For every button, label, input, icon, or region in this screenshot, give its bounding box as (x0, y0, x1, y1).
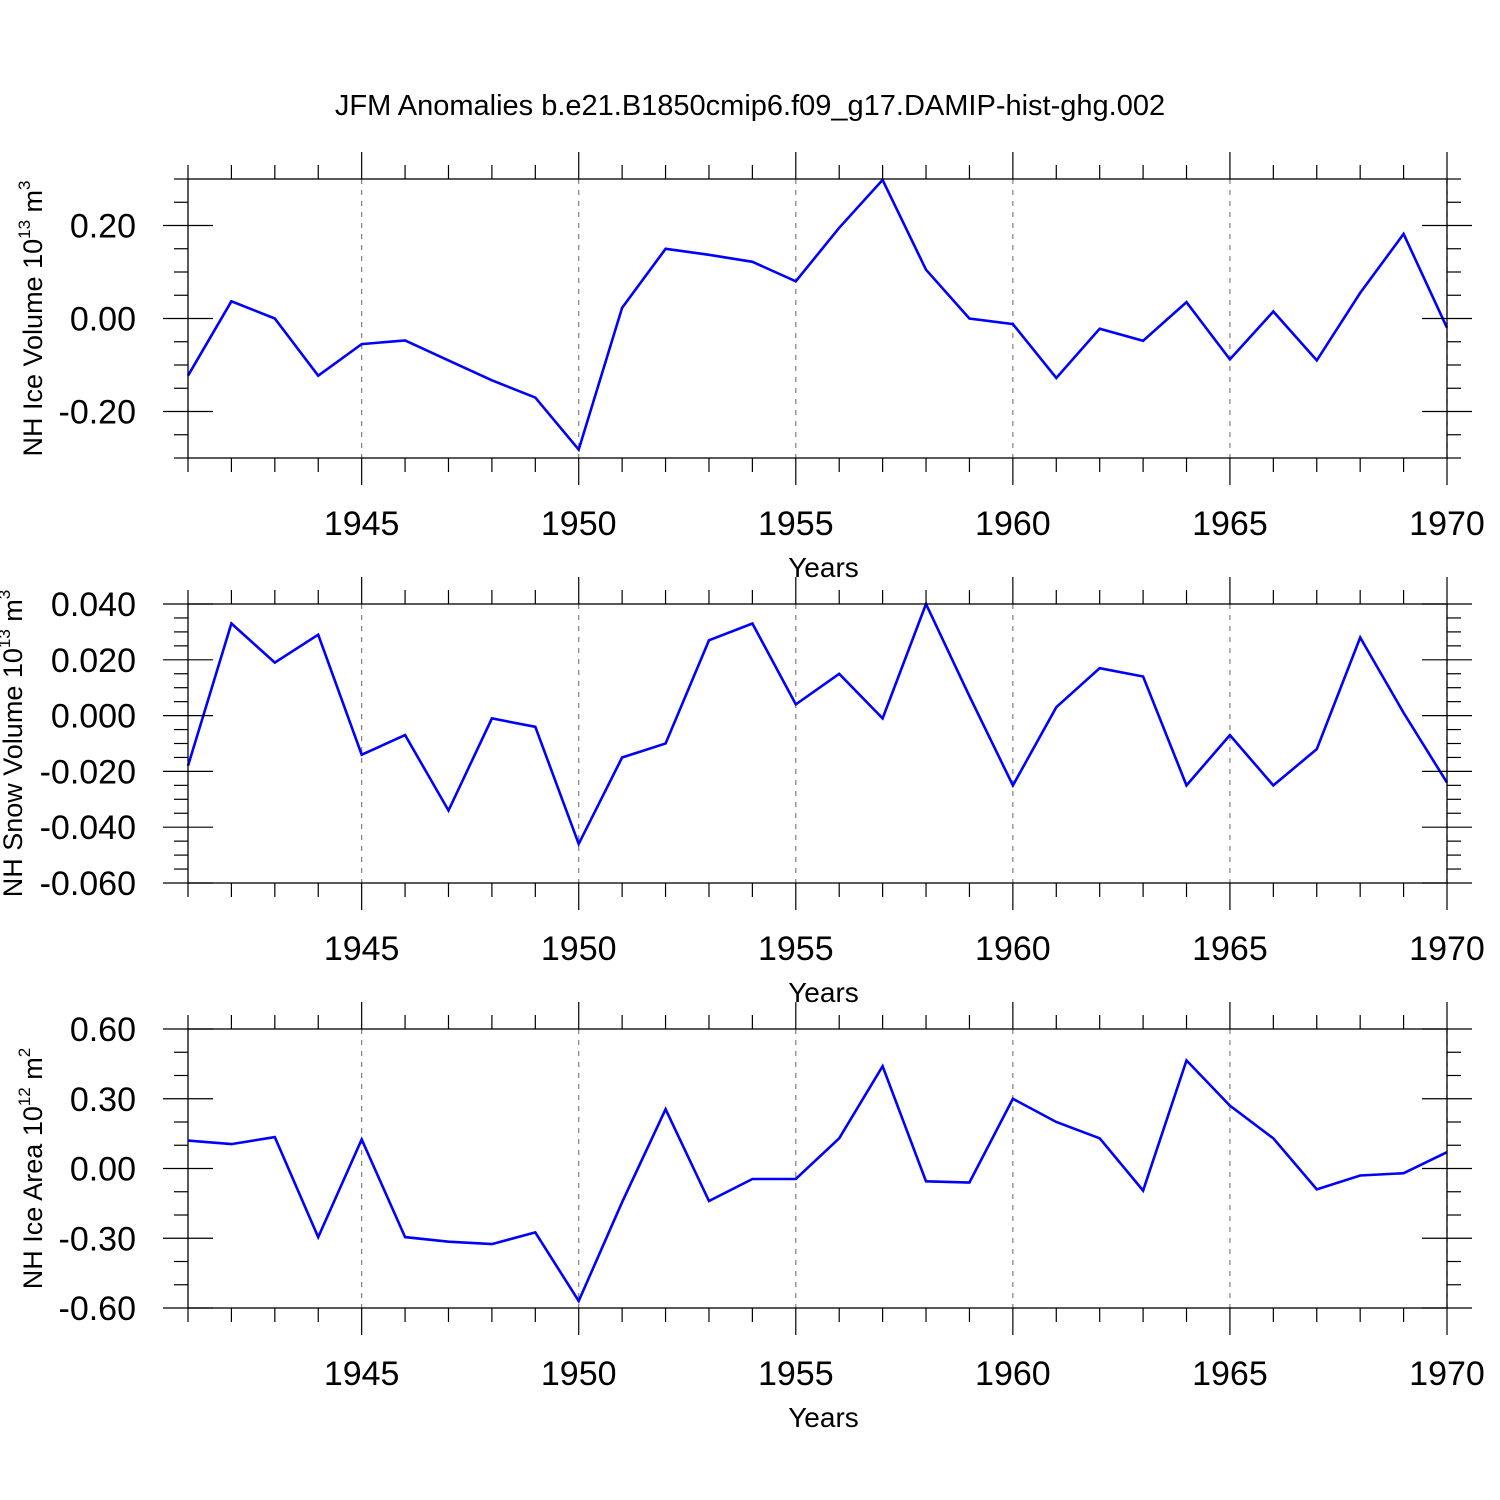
plot-frame (187, 178, 1448, 459)
x-tick-label: 1960 (975, 505, 1051, 543)
y-axis-title-part: NH Ice Volume 10 (18, 239, 48, 457)
y-axis-title-superscript: 2 (15, 1048, 34, 1057)
x-tick-label: 1965 (1192, 1355, 1268, 1393)
y-axis-title-superscript: 3 (15, 181, 34, 190)
x-tick-label: 1955 (758, 505, 834, 543)
figure-title: JFM Anomalies b.e21.B1850cmip6.f09_g17.D… (335, 90, 1165, 122)
y-tick-label: 0.020 (51, 642, 136, 680)
panel-1: 1945 1950 1955 1960 1965 1970 -0.20 0.00 0.20 Yea… (15, 152, 1485, 583)
series-line (186, 600, 1449, 848)
plot-frame (187, 1028, 1448, 1309)
x-tick-label: 1955 (758, 1355, 834, 1393)
x-tick-label: 1960 (975, 930, 1051, 968)
y-tick-label: 0.00 (70, 1151, 136, 1189)
x-axis-title: Years (788, 552, 859, 583)
panel-2: 1945 1950 1955 1960 1965 1970 -0.060 -0.040 -0.0… (0, 577, 1485, 1008)
x-tick-label: 1965 (1192, 930, 1268, 968)
y-axis-title: NH Ice Volume 1013 m3 (15, 181, 48, 457)
x-axis-title: Years (788, 1402, 859, 1433)
y-tick-label: 0.60 (70, 1011, 136, 1049)
y-axis-title-superscript: 12 (15, 1087, 34, 1106)
y-tick-label: -0.020 (40, 753, 136, 791)
panel-3: 1945 1950 1955 1960 1965 1970 -0.60 -0.30 0.00 0.… (15, 1002, 1485, 1433)
y-tick-label: -0.040 (40, 809, 136, 847)
x-tick-label: 1950 (541, 1355, 617, 1393)
x-tick-label: 1950 (541, 505, 617, 543)
y-axis-title-superscript: 13 (15, 220, 34, 239)
y-tick-label: 0.30 (70, 1081, 136, 1119)
y-axis-title-part: m (18, 1057, 48, 1087)
panels: 1945 1950 1955 1960 1965 1970 -0.20 0.00 0.20 Yea… (0, 152, 1485, 1433)
x-tick-label: 1955 (758, 930, 834, 968)
x-tick-label: 1965 (1192, 505, 1268, 543)
y-tick-label: 0.00 (70, 301, 136, 339)
y-axis-title-superscript: 3 (0, 590, 14, 599)
y-tick-label: 0.000 (51, 698, 136, 736)
x-tick-label: 1970 (1409, 930, 1485, 968)
y-axis-title-part: m (0, 599, 28, 629)
series-line (187, 1057, 1448, 1304)
y-axis-title-part: NH Ice Area 10 (18, 1106, 48, 1289)
y-axis-title-part: m (18, 190, 48, 220)
x-axis-title: Years (788, 977, 859, 1008)
x-tick-label: 1960 (975, 1355, 1051, 1393)
x-tick-label: 1970 (1409, 1355, 1485, 1393)
x-tick-label: 1945 (324, 1355, 400, 1393)
y-tick-label: -0.30 (59, 1220, 137, 1258)
y-axis-title-superscript: 13 (0, 629, 14, 648)
x-tick-label: 1950 (541, 930, 617, 968)
y-tick-label: -0.20 (59, 394, 137, 432)
y-tick-label: 0.20 (70, 208, 136, 246)
x-tick-label: 1945 (324, 505, 400, 543)
series-line (186, 177, 1449, 453)
y-axis-title-part: NH Snow Volume 10 (0, 648, 28, 897)
y-tick-label: 0.040 (51, 586, 136, 624)
y-axis-title: NH Snow Volume 1013 m3 (0, 590, 28, 898)
y-tick-label: -0.60 (59, 1290, 137, 1328)
plot-frame (187, 603, 1448, 884)
x-tick-label: 1970 (1409, 505, 1485, 543)
y-tick-label: -0.060 (40, 865, 136, 903)
x-tick-label: 1945 (324, 930, 400, 968)
y-axis-title: NH Ice Area 1012 m2 (15, 1048, 48, 1289)
